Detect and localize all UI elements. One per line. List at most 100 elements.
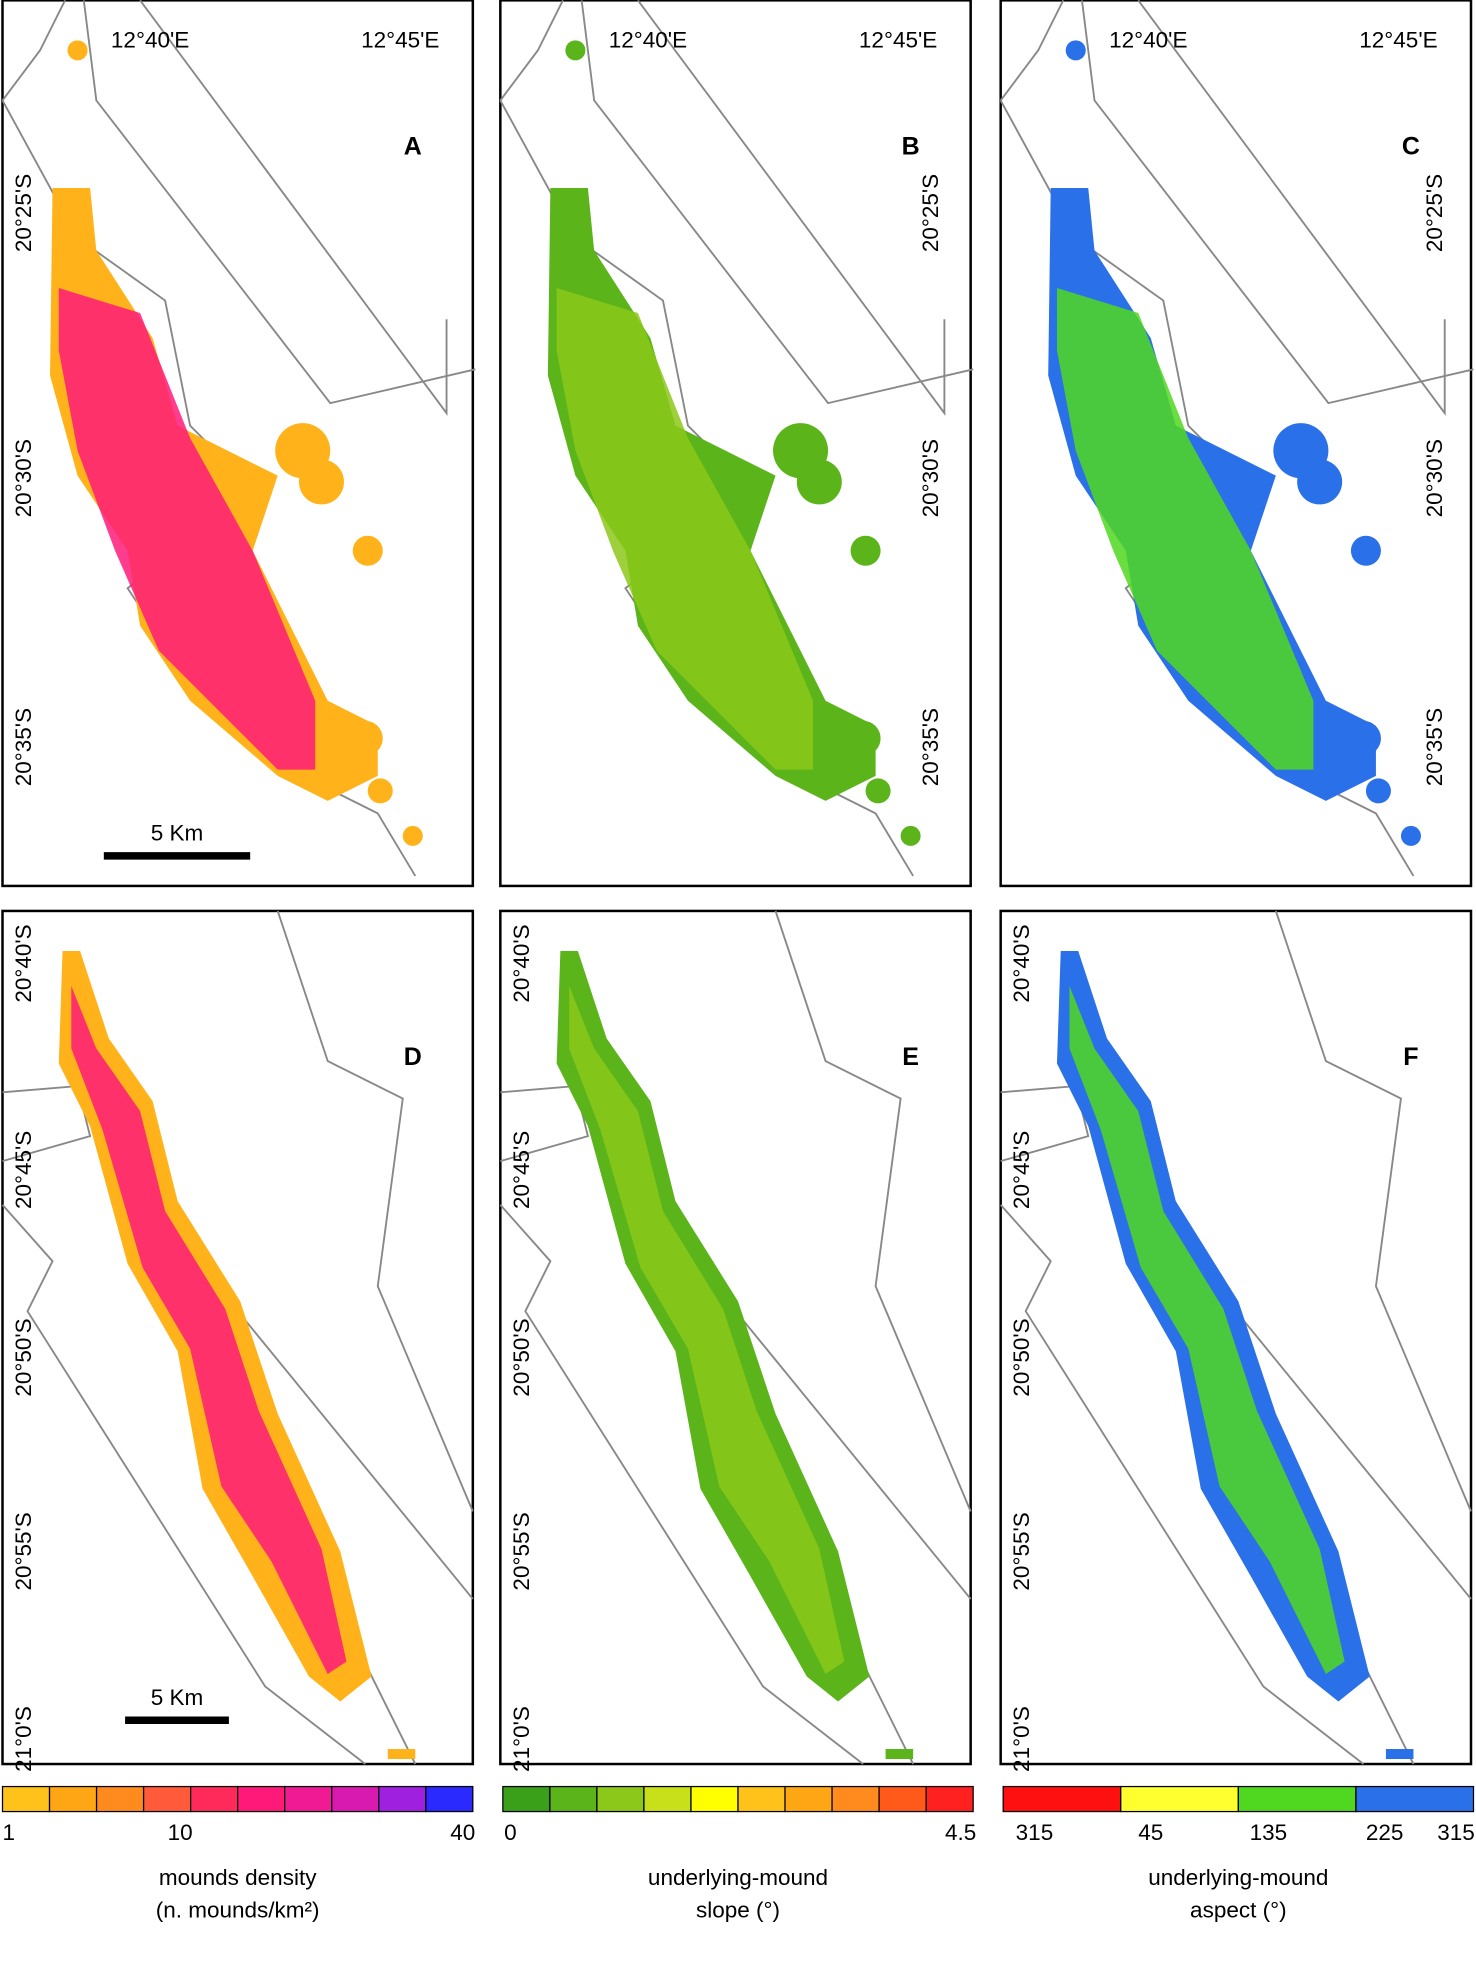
lat-label: 20°55'S	[1009, 1512, 1034, 1590]
coastline	[580, 0, 974, 405]
panel-label: A	[404, 133, 422, 161]
raster-spot	[845, 720, 881, 756]
raster-core	[58, 288, 316, 770]
lat-label: 20°40'S	[509, 924, 534, 1002]
lon-label: 12°45'E	[361, 28, 439, 53]
legend-swatch	[1002, 1785, 1122, 1813]
legend-swatch	[190, 1785, 239, 1813]
legend-swatch	[737, 1785, 786, 1813]
lon-label: 12°45'E	[859, 28, 937, 53]
coastline	[1, 0, 66, 101]
legend-swatch	[925, 1785, 974, 1813]
legend-swatch	[1237, 1785, 1357, 1813]
lat-label: 20°30'S	[1422, 439, 1447, 517]
lat-label: 20°25'S	[11, 174, 36, 252]
legend-title: mounds density	[159, 1865, 317, 1890]
lat-label: 21°0'S	[1009, 1706, 1034, 1772]
legend-swatch	[878, 1785, 927, 1813]
legend-swatch	[690, 1785, 739, 1813]
raster-spot	[1345, 720, 1381, 756]
coastline	[82, 0, 476, 405]
lat-label: 20°35'S	[11, 708, 36, 786]
legend-tick: 10	[168, 1820, 193, 1845]
legend-tick: 225	[1366, 1820, 1404, 1845]
raster-core	[71, 986, 347, 1674]
lat-label: 20°30'S	[918, 439, 943, 517]
coastline	[1, 1204, 366, 1765]
legend-swatch	[1, 1785, 51, 1813]
legend-title: underlying-mound	[1148, 1865, 1328, 1890]
raster-spot	[1400, 825, 1421, 846]
legend-swatch	[549, 1785, 598, 1813]
legend-title: (n. mounds/km²)	[156, 1898, 320, 1923]
legend-tick: 4.5	[945, 1820, 976, 1845]
lat-label: 20°55'S	[509, 1512, 534, 1590]
map-panel: B 12°40'E 12°45'E 20°25'S 20°30'S 20°35'S	[499, 0, 974, 888]
coastline	[1081, 0, 1474, 405]
raster-core	[1056, 288, 1314, 770]
map-panel: A 12°40'E 12°45'E 20°25'S 20°30'S 20°35'S 5 Km	[1, 0, 476, 888]
lon-label: 12°45'E	[1359, 28, 1437, 53]
legend-swatch	[142, 1785, 192, 1813]
lat-label: 20°45'S	[11, 1131, 36, 1209]
panel-label: F	[1403, 1043, 1418, 1071]
raster-spot	[1297, 459, 1343, 505]
raster-core	[1069, 986, 1345, 1674]
legend-swatch	[378, 1785, 427, 1813]
raster-spot	[850, 535, 881, 566]
coastline	[499, 1204, 864, 1765]
map-panel: C 12°40'E 12°45'E 20°25'S 20°30'S 20°35'S	[999, 0, 1474, 888]
raster-spot	[387, 1749, 416, 1760]
map-panel: F12°50'E12°55'E20°40'S20°45'S20°50'S20°5…	[999, 909, 1473, 1810]
legend-swatch	[95, 1785, 145, 1813]
raster-spot	[865, 778, 891, 804]
coastline	[724, 1298, 972, 1600]
raster-spot	[298, 459, 344, 505]
lat-label: 20°55'S	[11, 1512, 36, 1590]
legend-swatch	[831, 1785, 880, 1813]
legend-tick: 0	[504, 1820, 517, 1845]
lat-label: 20°45'S	[1009, 1131, 1034, 1209]
scale-label: 5 Km	[151, 821, 204, 846]
raster-spot	[900, 825, 921, 846]
lon-label: 12°40'E	[111, 28, 189, 53]
raster-spot	[352, 535, 383, 566]
raster-spot	[402, 825, 423, 846]
lat-label: 20°35'S	[918, 708, 943, 786]
legend-swatch	[331, 1785, 380, 1813]
legend-swatch	[502, 1785, 551, 1813]
legend-swatch	[237, 1785, 286, 1813]
lat-label: 20°50'S	[1009, 1318, 1034, 1396]
legend-tick: 135	[1250, 1820, 1288, 1845]
lat-label: 21°0'S	[11, 1706, 36, 1772]
legend-swatch	[784, 1785, 833, 1813]
raster-spot	[565, 40, 586, 61]
legend-tick: 1	[2, 1820, 15, 1845]
raster-spot	[1365, 778, 1391, 804]
legend-swatch	[284, 1785, 333, 1813]
coastline	[637, 0, 946, 416]
raster-spot	[885, 1749, 914, 1760]
lat-label: 20°40'S	[11, 924, 36, 1002]
legend-swatch	[425, 1785, 474, 1813]
coastline	[999, 1204, 1364, 1765]
lat-label: 20°45'S	[509, 1131, 534, 1209]
scale-label: 5 Km	[151, 1685, 204, 1710]
coastline	[1274, 910, 1472, 1512]
panel-label: E	[902, 1043, 919, 1071]
panel-label: B	[902, 133, 920, 161]
lat-label: 20°35'S	[1422, 708, 1447, 786]
raster-spot	[367, 778, 393, 804]
legend-tick: 40	[450, 1820, 475, 1845]
legend-swatch	[1355, 1785, 1475, 1813]
coastline	[774, 910, 972, 1512]
coastline	[276, 910, 474, 1512]
lat-label: 21°0'S	[509, 1706, 534, 1772]
legend-swatch	[643, 1785, 692, 1813]
legend-title: aspect (°)	[1190, 1898, 1287, 1923]
lat-label: 20°50'S	[11, 1318, 36, 1396]
map-panel: D12°50'E12°55'E20°40'S20°45'S20°50'S20°5…	[1, 909, 475, 1810]
legend-title: underlying-mound	[648, 1865, 828, 1890]
map-panel: E12°50'E12°55'E20°40'S20°45'S20°50'S20°5…	[499, 909, 972, 1810]
